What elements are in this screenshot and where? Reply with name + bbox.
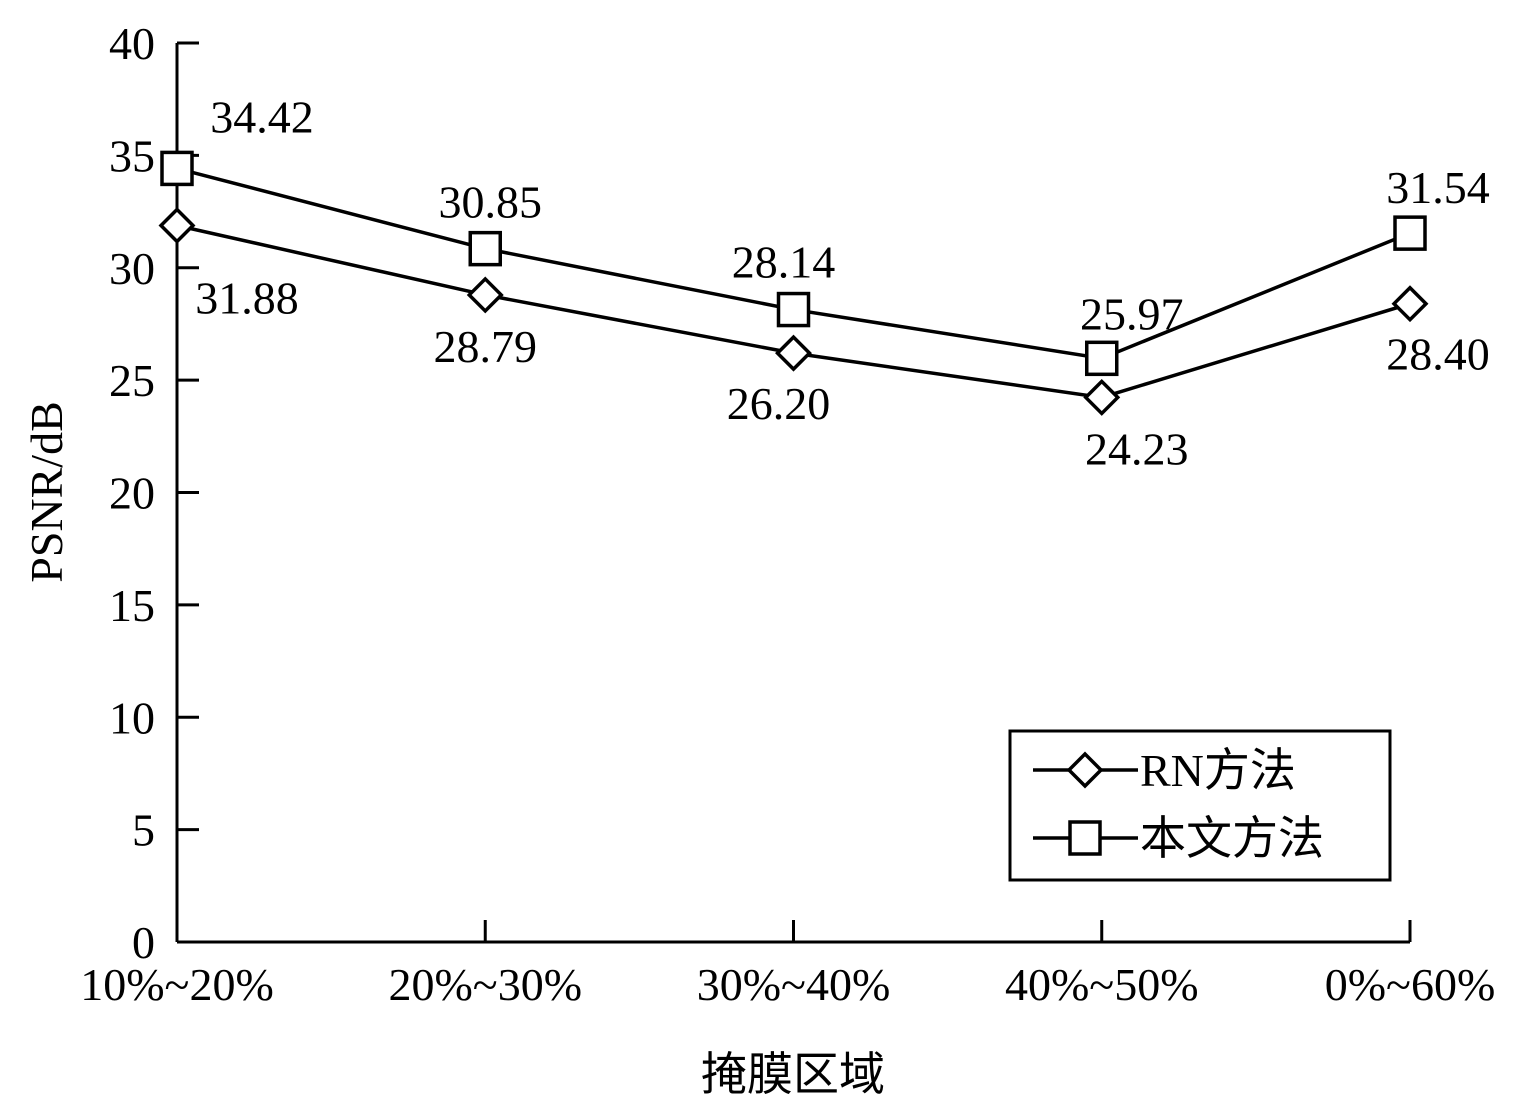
data-label: 24.23 <box>1085 423 1189 474</box>
legend-label: RN方法 <box>1140 745 1296 796</box>
y-tick-label: 40 <box>109 18 155 69</box>
y-tick-label: 15 <box>109 580 155 631</box>
axes: 0 5 10 15 20 25 30 35 40 10%~20% 20%~30% 30%~40% 40%… <box>80 18 1495 1010</box>
y-tick-label: 20 <box>109 468 155 519</box>
y-tick-label: 35 <box>109 130 155 181</box>
data-label: 28.14 <box>732 237 836 288</box>
data-label: 26.20 <box>727 378 831 429</box>
diamond-marker <box>158 207 196 244</box>
legend-square-icon <box>1068 820 1102 856</box>
square-marker <box>1393 215 1427 251</box>
diamond-marker <box>1391 285 1429 323</box>
data-label: 31.54 <box>1386 162 1490 213</box>
diamond-marker <box>1083 378 1121 416</box>
legend-diamond-icon <box>1066 751 1104 789</box>
legend-label: 本文方法 <box>1140 813 1324 864</box>
square-marker <box>160 150 194 187</box>
y-tick-label: 0 <box>132 917 155 968</box>
y-tick-label: 5 <box>132 805 155 856</box>
data-label: 31.88 <box>195 272 299 323</box>
data-label: 28.79 <box>434 321 538 372</box>
square-marker <box>776 291 811 328</box>
x-tick-label: 30%~40% <box>697 959 891 1010</box>
diamond-marker <box>466 276 504 314</box>
x-tick-label: 10%~20% <box>80 959 274 1010</box>
x-tick-label: 0%~60% <box>1325 959 1496 1010</box>
data-labels-layer: 31.88 28.79 26.20 24.23 28.40 34.42 30.85 28.14… <box>195 91 1490 474</box>
series-diamond <box>158 207 1429 416</box>
data-label: 28.40 <box>1386 329 1490 380</box>
square-marker <box>1085 340 1119 377</box>
y-tick-label: 25 <box>109 355 155 406</box>
data-label: 30.85 <box>439 177 543 228</box>
y-axis-title: PSNR/dB <box>21 401 72 583</box>
x-tick-label: 40%~50% <box>1005 959 1199 1010</box>
y-tick-label: 30 <box>109 243 155 294</box>
x-axis-title: 掩膜区域 <box>701 1049 885 1100</box>
series-layer <box>158 150 1429 416</box>
data-label: 25.97 <box>1080 288 1184 339</box>
x-tick-label: 20%~30% <box>388 959 582 1010</box>
diamond-marker <box>775 334 812 372</box>
square-marker <box>468 230 502 267</box>
data-label: 34.42 <box>210 91 314 142</box>
series-square <box>160 150 1427 377</box>
y-tick-label: 10 <box>109 692 155 743</box>
